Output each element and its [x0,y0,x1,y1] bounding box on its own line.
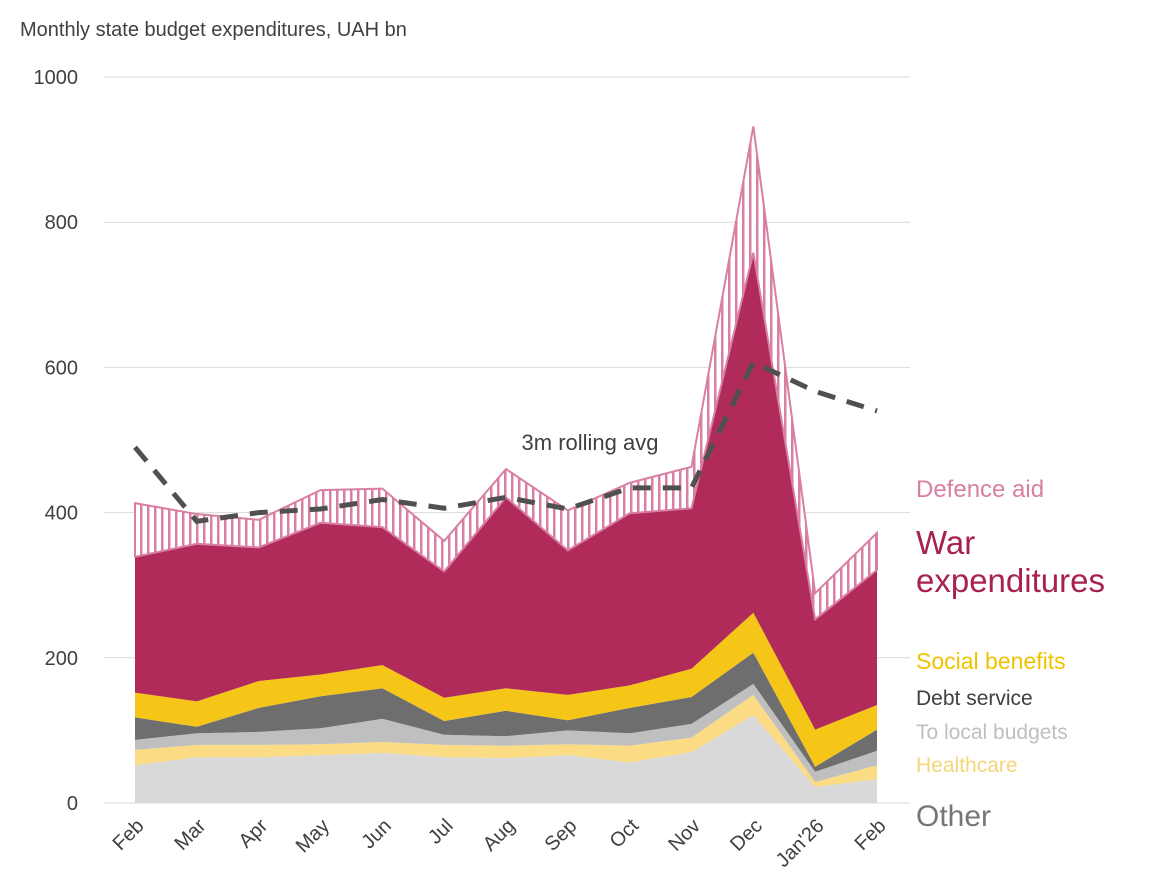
x-tick-label: Nov [664,815,705,856]
x-tick-group: Jan'26 [772,815,829,872]
x-tick-label: Apr [235,815,273,853]
x-tick-group: Jun [358,815,396,853]
area [135,683,877,782]
area [134,126,878,622]
x-tick-group: Oct [606,815,644,853]
legend-label: War expenditures [916,524,1105,599]
y-tick-label: 1000 [34,67,79,89]
x-tick-label: Feb [851,815,891,855]
area [135,715,877,803]
x-tick-group: Jul [424,815,458,849]
chart-title: Monthly state budget expenditures, UAH b… [20,19,407,41]
x-tick-label: Aug [479,815,520,856]
x-tick-label: Sep [541,815,582,856]
x-tick-group: Nov [664,815,705,856]
legend-label: Debt service [916,687,1033,710]
x-tick-group: Feb [851,815,891,855]
x-tick-group: Feb [109,815,149,855]
area [135,252,877,730]
area [135,652,877,772]
x-tick-group: Apr [235,815,273,853]
legend-label: Other [916,800,992,833]
x-tick-label: Oct [606,815,644,853]
rolling-line [133,359,878,524]
y-tick-label: 200 [45,648,78,670]
x-tick-group: Sep [541,815,582,856]
legend-label: To local budgets [916,721,1068,744]
x-tick-label: Feb [109,815,149,855]
x-tick-label: Jul [424,815,458,849]
x-tick-label: Jan'26 [772,815,829,872]
y-tick-label: 0 [67,793,78,815]
y-tick-label: 400 [45,503,78,525]
x-tick-group: May [292,815,334,857]
legend-label: Healthcare [916,754,1018,777]
x-tick-label: May [292,815,334,857]
x-tick-group: Aug [479,815,520,856]
x-tick-group: Mar [170,815,210,855]
y-tick-label: 800 [45,212,78,234]
area [135,612,877,767]
legend-label: Social benefits [916,648,1066,674]
legend-label: Defence aid [916,476,1045,503]
y-tick-label: 600 [45,357,78,379]
x-tick-label: Mar [170,815,210,855]
x-tick-group: Dec [726,815,767,856]
x-tick-label: Jun [358,815,396,853]
x-tick-label: Dec [726,815,767,856]
line-annotation: 3m rolling avg [522,430,659,455]
